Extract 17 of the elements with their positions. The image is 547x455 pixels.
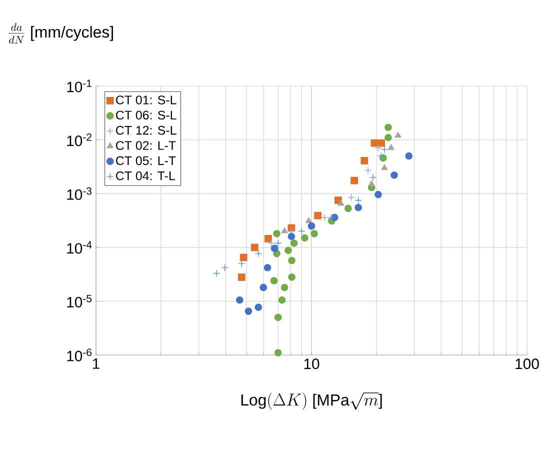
y-tick-label: 10$^{-4}$ — [67, 241, 92, 254]
legend-label: CT 06: S-L — [116, 110, 176, 120]
y-tick-label: 10$^{-5}$ — [67, 294, 92, 308]
x-tick-label: 10 — [304, 358, 320, 370]
legend-label: CT 04: T-L — [116, 171, 175, 180]
y-tick-label: 10$^{-6}$ — [67, 348, 92, 362]
y-tick-label: 10$^{-3}$ — [67, 187, 92, 200]
legend-label: CT 02: L-T — [116, 141, 176, 150]
y-tick-label: 10$^{-2}$ — [67, 133, 92, 146]
y-tick-label: 10$^{-1}$ — [67, 80, 92, 92]
x-tick-label: 1 — [92, 358, 100, 369]
y-axis-title: $\frac{da}{dN}\ \mbox{[mm/cycles]}$ — [8, 23, 113, 44]
legend-label: CT 05: L-T — [116, 156, 176, 166]
legend-label: CT 01: S-L — [116, 96, 176, 104]
legend-label: CT 12: S-L — [116, 126, 176, 135]
x-axis-title: $\mbox{Log}(\Delta K)\ \mbox{[MPa}\sqrt{m}\mbox{]}$ — [241, 392, 382, 410]
x-tick-label: 100 — [516, 358, 539, 370]
